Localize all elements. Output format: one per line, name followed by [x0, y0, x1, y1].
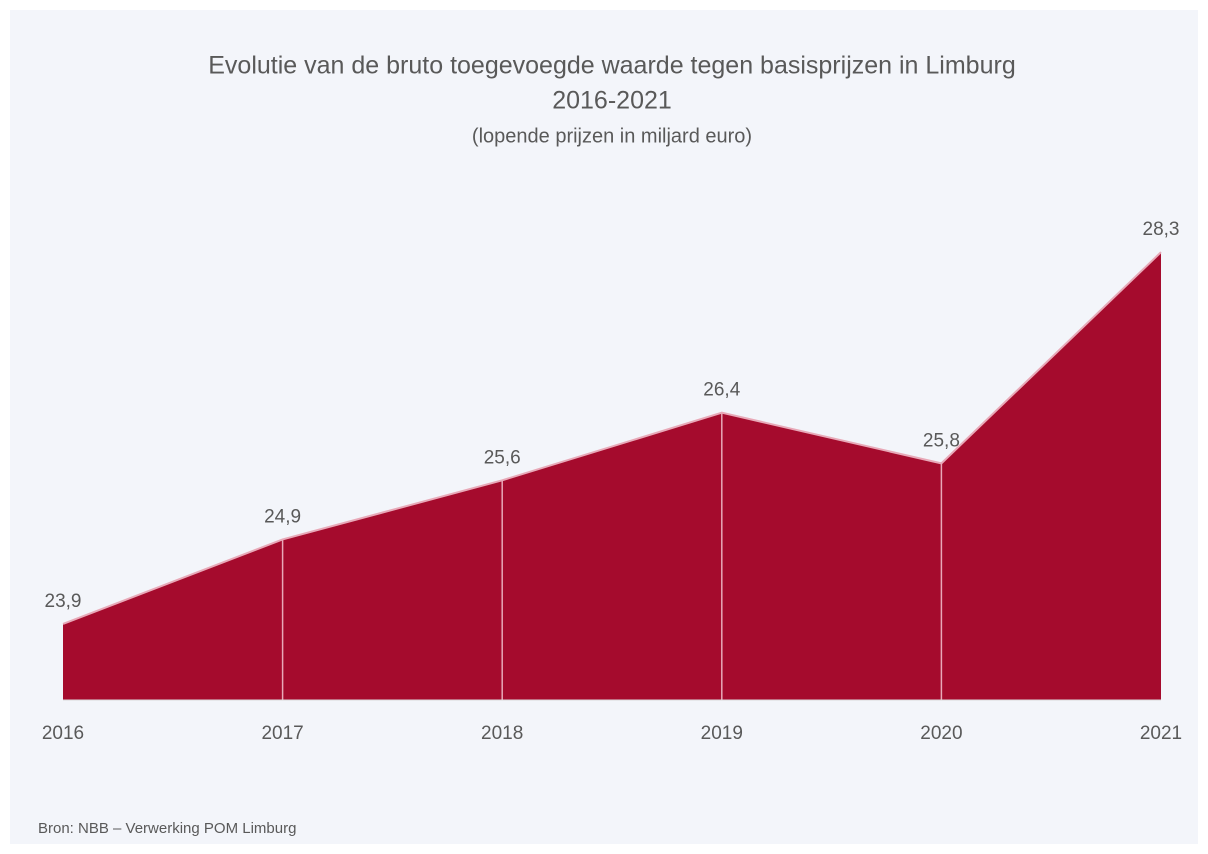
x-tick-label: 2017 [261, 723, 303, 744]
data-label: 23,9 [45, 591, 82, 612]
x-tick-label: 2020 [920, 723, 962, 744]
data-label: 26,4 [703, 380, 740, 401]
data-label: 28,3 [1143, 219, 1180, 240]
data-label: 25,6 [484, 447, 521, 468]
x-tick-label: 2019 [701, 723, 743, 744]
data-label: 25,8 [923, 430, 960, 451]
data-label: 24,9 [264, 506, 301, 527]
chart-subtitle: (lopende prijzen in miljard euro) [472, 125, 752, 147]
x-tick-label: 2018 [481, 723, 523, 744]
area [63, 252, 1161, 700]
source-note: Bron: NBB – Verwerking POM Limburg [38, 820, 296, 837]
chart-title: 2016-2021 [552, 87, 672, 115]
area-outline [62, 251, 1162, 625]
chart-title: Evolutie van de bruto toegevoegde waarde… [208, 52, 1015, 80]
x-tick-label: 2021 [1140, 723, 1182, 744]
x-tick-label: 2016 [42, 723, 84, 744]
